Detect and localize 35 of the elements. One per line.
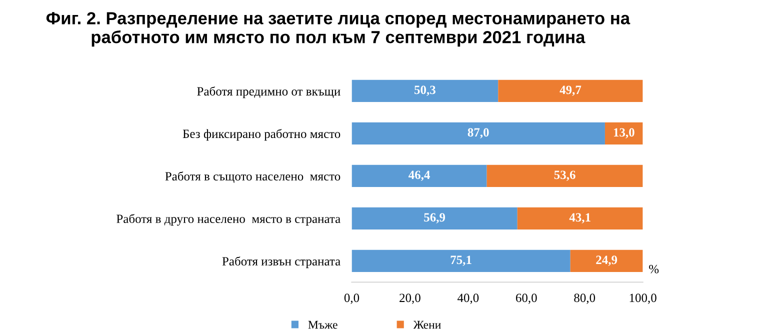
- x-tick-label: 80,0: [574, 294, 596, 304]
- data-label: 50,3: [414, 86, 436, 96]
- bar: [498, 80, 643, 102]
- y-tick-label: Работя предимно от вкъщи: [197, 86, 340, 98]
- data-label: 24,9: [596, 256, 618, 266]
- data-label: 56,9: [424, 213, 446, 224]
- data-label: 13,0: [614, 128, 634, 138]
- chart-title: Фиг. 2. Разпределение на заетите лица според местонамирането на работното им място по пол към 7 септември 2021 година: [46, 12, 630, 47]
- x-tick-label: 0,0: [344, 294, 360, 304]
- data-label: 53,6: [554, 170, 576, 181]
- y-tick-label: Работя извън страната: [222, 256, 340, 268]
- bar: [352, 250, 570, 272]
- bar: [517, 207, 643, 230]
- x-axis-title: %: [649, 264, 659, 274]
- bar: [352, 80, 498, 102]
- data-label: 43,1: [569, 213, 590, 224]
- y-tick-label: Без фиксирано работно място: [182, 128, 340, 141]
- bar: [604, 122, 643, 145]
- legend-label: Мъже: [308, 320, 338, 329]
- bar: [352, 164, 487, 188]
- y-tick-label: Работя в същото населено място: [165, 171, 340, 183]
- data-label: 75,1: [450, 256, 472, 266]
- data-label: 46,4: [408, 170, 430, 181]
- data-label: 49,7: [560, 86, 582, 96]
- x-tick-label: 20,0: [400, 294, 420, 304]
- bar: [570, 250, 643, 272]
- legend-label: Жени: [413, 320, 441, 329]
- x-tick-label: 60,0: [516, 294, 537, 304]
- x-tick-label: 40,0: [457, 294, 479, 304]
- y-tick-label: Работя в друго населено място в страната: [116, 214, 340, 226]
- x-tick-label: 100,0: [630, 294, 656, 304]
- bar: [352, 207, 518, 230]
- data-label: 87,0: [468, 128, 489, 138]
- bar: [486, 164, 643, 188]
- bar: [352, 122, 605, 145]
